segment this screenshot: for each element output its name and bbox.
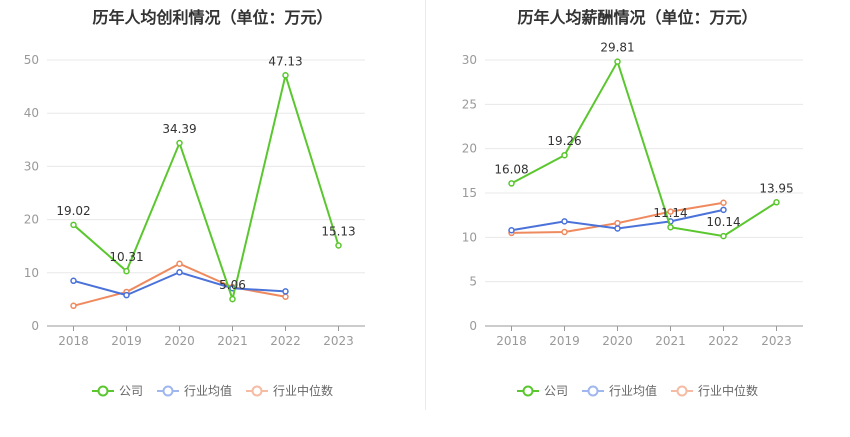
data-point-company (282, 72, 289, 79)
y-tick-label: 20 (24, 213, 39, 227)
data-label: 10.14 (706, 215, 740, 229)
x-tick-label: 2021 (655, 334, 686, 348)
data-point-industry-avg (176, 269, 183, 276)
data-label: 47.13 (268, 54, 302, 68)
legend-label: 行业均值 (608, 384, 657, 398)
legend-line-circle-icon (671, 385, 693, 396)
x-tick-label: 2022 (708, 334, 739, 348)
legend-item-industry-median[interactable]: 行业中位数 (671, 382, 758, 399)
data-point-industry-median (667, 208, 674, 215)
salary-chart-plot: 0 5 10 15 20 25 30 2018 2019 2020 2021 2022 2023 16.0… (462, 41, 803, 348)
y-tick-label: 30 (462, 53, 477, 67)
legend-line-circle-icon (581, 385, 604, 396)
data-point-industry-avg (508, 226, 515, 234)
data-point-industry-median (282, 293, 289, 300)
data-label: 29.81 (600, 41, 634, 55)
data-label: 5.06 (219, 278, 246, 292)
x-tick-label: 2019 (549, 334, 580, 348)
y-tick-label: 30 (24, 159, 39, 173)
x-tick-label: 2019 (111, 334, 142, 348)
chart-legend: 公司 行业均值 行业中位数 (0, 382, 425, 399)
y-tick-label: 40 (24, 106, 39, 120)
legend-label: 公司 (543, 384, 568, 398)
x-tick-label: 2023 (323, 334, 354, 348)
data-label: 13.95 (759, 181, 793, 195)
legend-line-circle-icon (246, 385, 268, 396)
legend-label: 行业均值 (183, 384, 232, 398)
data-point-company (123, 267, 130, 275)
chart-legend: 公司 行业均值 行业中位数 (425, 382, 850, 399)
chart-title: 历年人均薪酬情况（单位：万元） (517, 8, 758, 27)
y-tick-label: 25 (462, 97, 477, 111)
legend-label: 行业中位数 (273, 384, 334, 398)
x-tick-label: 2020 (164, 334, 195, 348)
data-label: 15.13 (321, 225, 355, 239)
legend-item-industry-avg[interactable]: 行业均值 (581, 382, 657, 399)
data-point-company (70, 221, 77, 229)
data-label: 34.39 (162, 122, 196, 136)
panel-divider (425, 0, 426, 410)
data-point-industry-avg (720, 206, 727, 214)
data-point-company (614, 58, 621, 65)
y-tick-label: 5 (469, 275, 477, 289)
data-label: 11.14 (653, 206, 687, 220)
legend-label: 公司 (118, 384, 143, 398)
data-label: 19.02 (56, 204, 90, 218)
x-tick-label: 2023 (761, 334, 792, 348)
y-tick-label: 15 (462, 186, 477, 200)
x-tick-label: 2020 (602, 334, 633, 348)
data-point-company (561, 151, 568, 159)
data-label: 19.26 (547, 134, 581, 148)
y-tick-label: 0 (469, 319, 477, 333)
y-tick-label: 50 (24, 53, 39, 67)
profit-chart-plot: 0 10 20 30 40 50 2018 2019 2020 2021 2022 2023 19.02… (24, 53, 365, 348)
y-tick-label: 20 (462, 142, 477, 156)
y-tick-label: 10 (462, 230, 477, 244)
chart-title: 历年人均创利情况（单位：万元） (92, 8, 333, 27)
legend-item-company[interactable]: 公司 (516, 382, 568, 399)
data-point-company (508, 180, 515, 187)
data-point-industry-avg (614, 225, 621, 232)
data-point-industry-median (614, 219, 621, 227)
data-point-industry-avg (123, 291, 130, 299)
data-point-industry-median (70, 302, 77, 310)
x-tick-label: 2018 (496, 334, 527, 348)
legend-item-company[interactable]: 公司 (91, 382, 143, 399)
data-point-company (773, 199, 780, 206)
series-line-company (72, 71, 340, 303)
data-label: 16.08 (494, 162, 528, 176)
data-point-company (176, 139, 183, 147)
x-tick-label: 2021 (217, 334, 248, 348)
data-point-industry-median (176, 260, 183, 268)
series-line-company (511, 59, 778, 238)
salary-per-capita-chart: 历年人均薪酬情况（单位：万元） 0 5 10 15 20 25 30 2018 2019 2020… (425, 0, 850, 437)
data-point-industry-avg (282, 288, 289, 295)
legend-line-circle-icon (516, 385, 539, 396)
legend-line-circle-icon (156, 385, 179, 396)
legend-label: 行业中位数 (698, 384, 759, 398)
x-tick-label: 2022 (270, 334, 301, 348)
legend-item-industry-median[interactable]: 行业中位数 (246, 382, 333, 399)
data-label: 10.31 (109, 250, 143, 264)
data-point-company (335, 242, 342, 249)
data-point-industry-median (720, 199, 727, 207)
legend-line-circle-icon (91, 385, 114, 396)
data-point-industry-avg (70, 277, 77, 285)
data-point-industry-median (561, 228, 568, 236)
x-tick-label: 2018 (58, 334, 89, 348)
profit-per-capita-chart: 历年人均创利情况（单位：万元） 0 10 20 30 40 50 2018 2019 2020 2… (0, 8, 425, 399)
data-point-industry-avg (561, 218, 568, 225)
legend-item-industry-avg[interactable]: 行业均值 (156, 382, 232, 399)
data-point-company (667, 223, 674, 231)
data-point-company (720, 232, 727, 240)
data-point-company (229, 295, 236, 303)
y-tick-label: 10 (24, 266, 39, 280)
y-tick-label: 0 (31, 319, 39, 333)
